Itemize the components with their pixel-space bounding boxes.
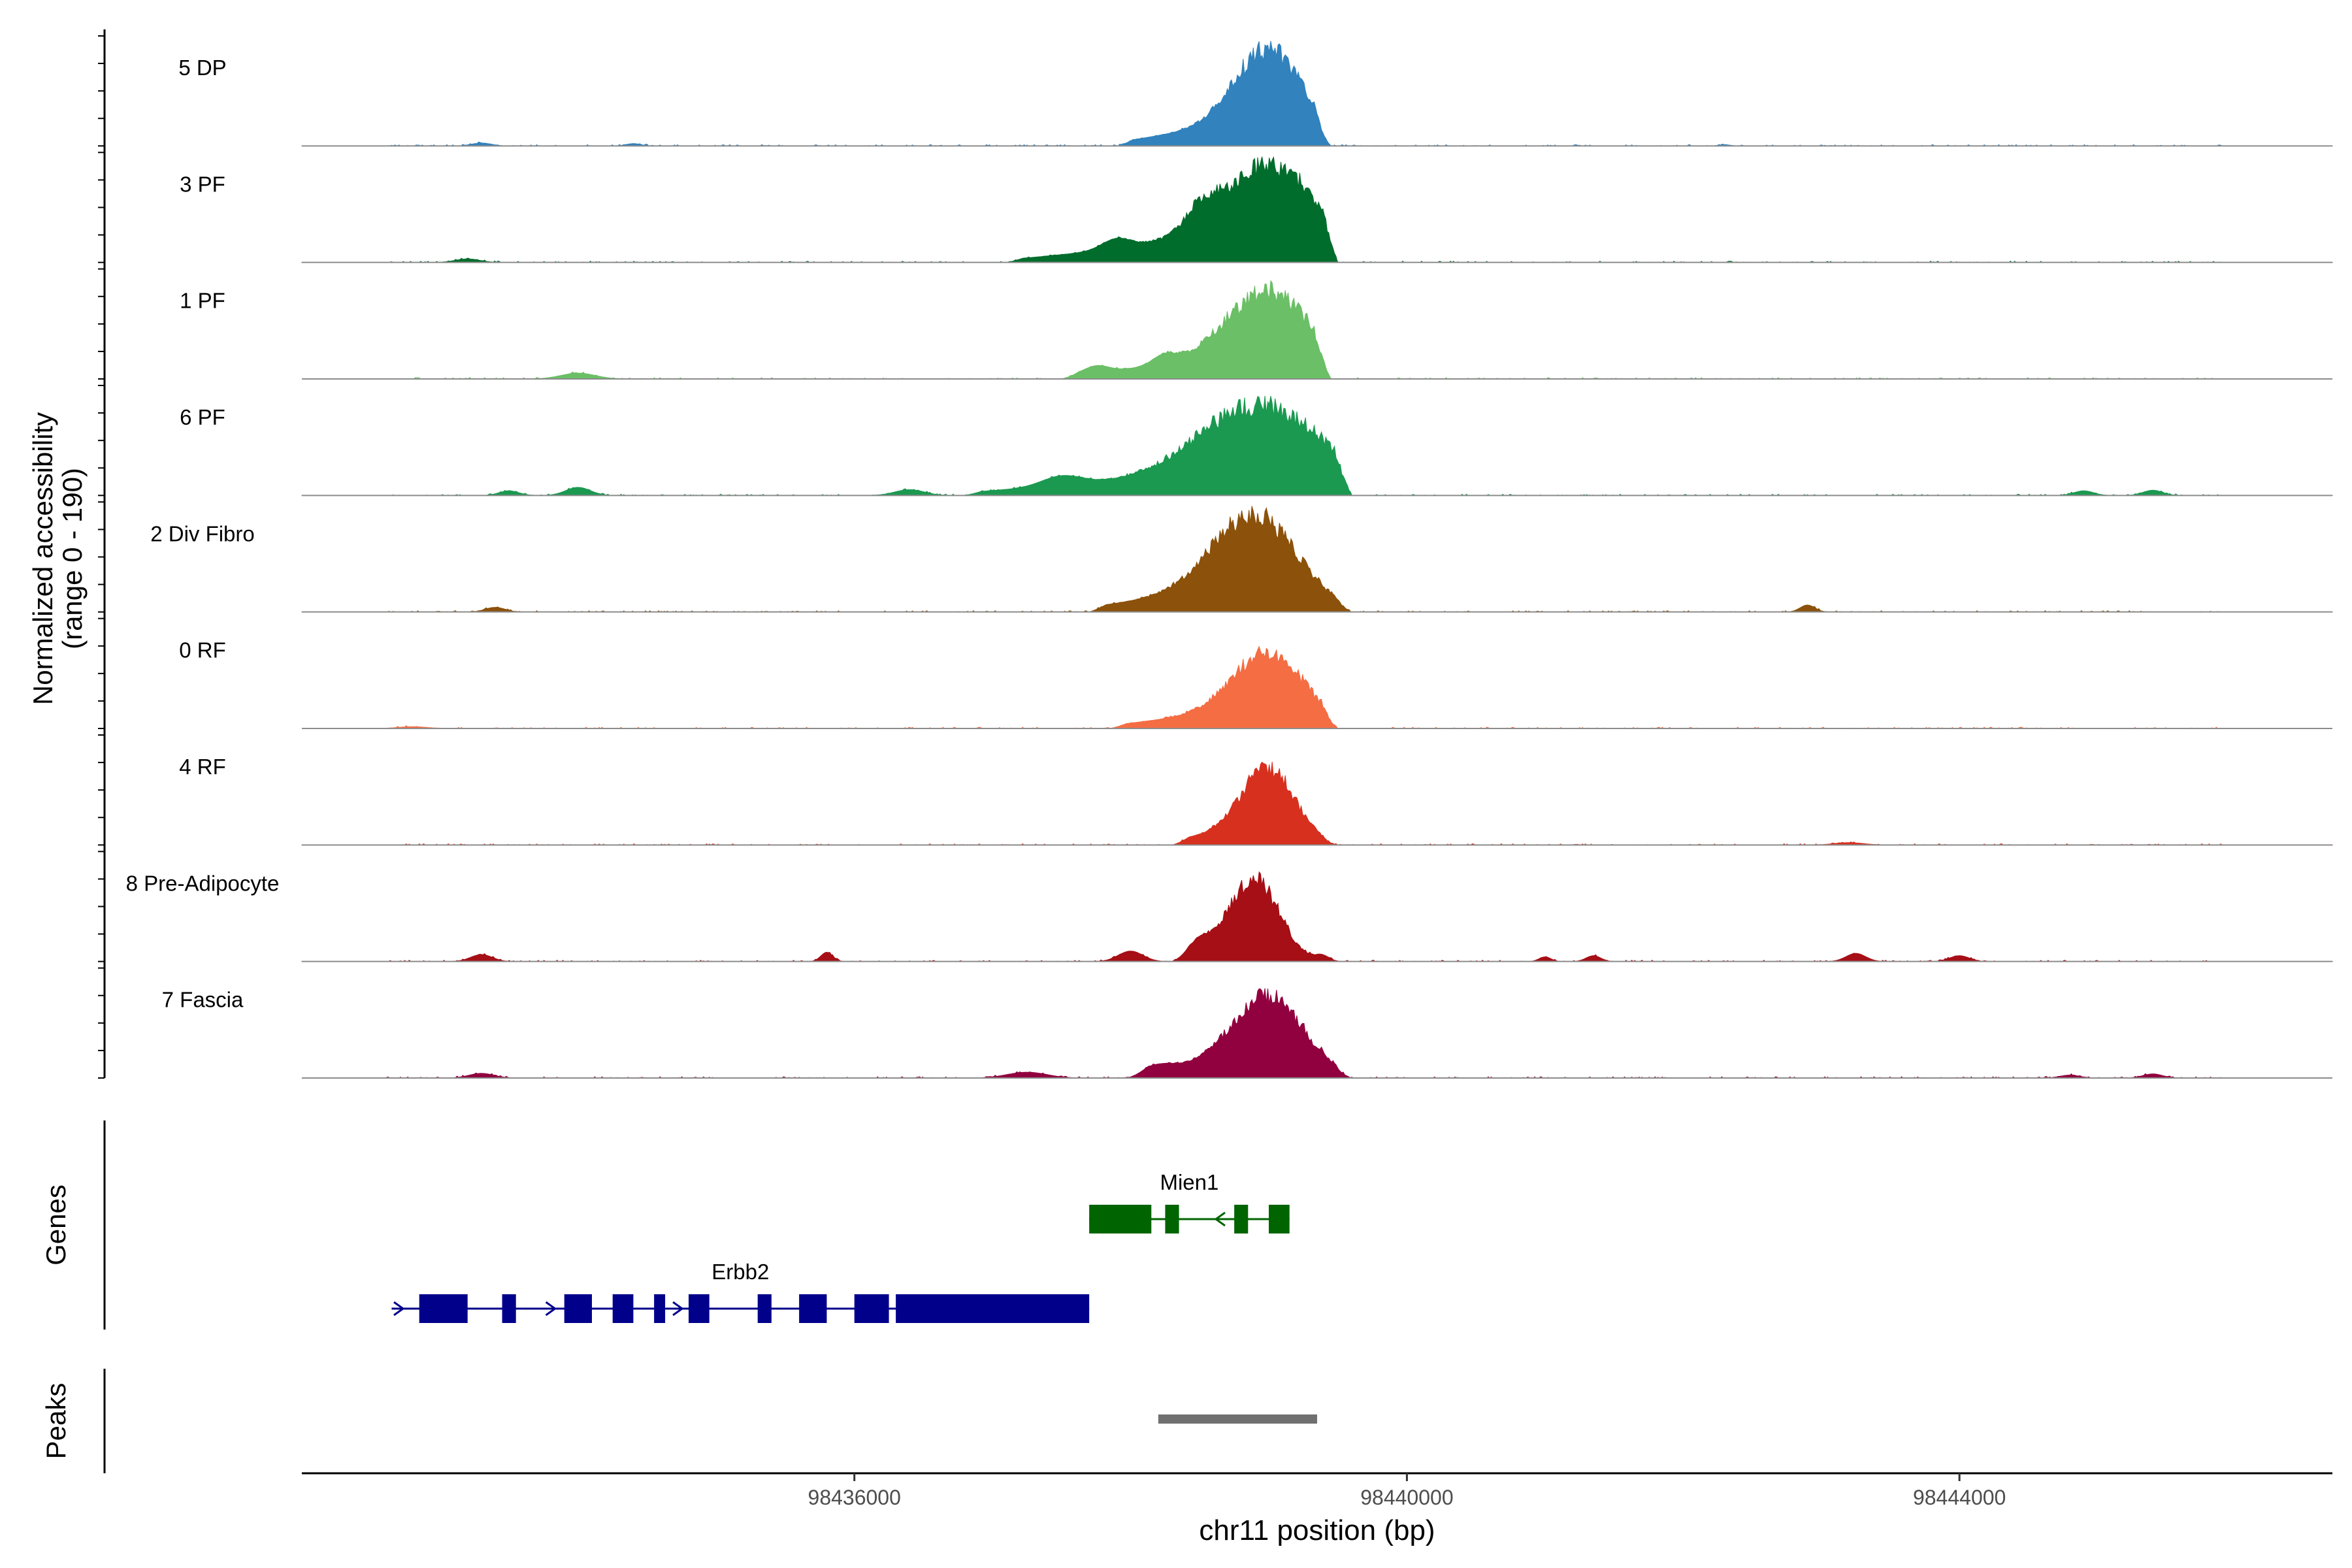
peaks-panel: Peaks: [41, 1369, 1317, 1473]
track-label: 6 PF: [180, 405, 225, 429]
gene-exon: [654, 1294, 666, 1323]
gene-exon: [896, 1294, 1090, 1323]
track-1: 3 PF: [180, 155, 2333, 263]
x-axis: 98436000 98440000 98444000 chr11 position …: [302, 1472, 2332, 1546]
gene-exon: [689, 1294, 710, 1323]
track-label: 1 PF: [180, 289, 225, 313]
gene-exon: [612, 1294, 634, 1323]
genes-panel-title: Genes: [41, 1184, 71, 1266]
track-label: 2 Div Fibro: [150, 521, 255, 546]
x-axis-ticks: 98436000 98440000 98444000: [808, 1473, 2006, 1509]
y-axis-range: (range 0 - 190): [57, 468, 88, 649]
track-6: 4 RF: [179, 755, 2333, 846]
coverage-area: [302, 988, 2332, 1079]
track-label: 8 Pre-Adipocyte: [126, 871, 280, 895]
track-label: 7 Fascia: [162, 988, 244, 1012]
gene-mien1: Mien1: [1089, 1170, 1290, 1233]
track-7: 8 Pre-Adipocyte: [126, 871, 2333, 962]
y-axis-ticks: [98, 35, 105, 1079]
gene-exon: [757, 1294, 772, 1323]
track-label: 3 PF: [180, 172, 225, 196]
gene-exon: [1269, 1205, 1290, 1233]
peak-bar: [1158, 1414, 1317, 1424]
track-8: 7 Fascia: [162, 988, 2332, 1079]
x-axis-title: chr11 position (bp): [1199, 1514, 1435, 1546]
coverage-area: [302, 645, 2332, 729]
gene-exon: [1089, 1205, 1152, 1233]
gene-exon: [564, 1294, 592, 1323]
gene-label: Mien1: [1160, 1170, 1218, 1194]
genes-panel: Genes Mien1 Erbb2: [41, 1120, 1290, 1330]
gene-label: Erbb2: [711, 1260, 769, 1284]
coverage-area: [301, 155, 2333, 263]
gene-exon: [1234, 1205, 1249, 1233]
track-label: 4 RF: [179, 755, 226, 779]
strand-arrow: [1214, 1211, 1226, 1227]
gene-exon: [1165, 1205, 1179, 1233]
gene-erbb2: Erbb2: [391, 1260, 1090, 1323]
gene-exon: [419, 1294, 468, 1323]
y-axis: Normalized accessibility (range 0 - 190): [27, 29, 106, 1079]
coverage-area: [301, 395, 2333, 496]
track-4: 2 Div Fibro: [150, 506, 2333, 613]
gene-exon: [799, 1294, 827, 1323]
track-5: 0 RF: [179, 638, 2332, 729]
track-label: 0 RF: [179, 638, 226, 662]
x-tick-label: 98436000: [808, 1486, 901, 1509]
strand-arrow: [545, 1301, 557, 1316]
gene-exon: [502, 1294, 516, 1323]
coverage-area: [301, 506, 2333, 613]
strand-arrow: [672, 1301, 684, 1316]
coverage-area: [302, 280, 2332, 380]
coverage-area: [301, 871, 2333, 962]
track-label: 5 DP: [178, 56, 226, 80]
x-tick-label: 98444000: [1913, 1486, 2006, 1509]
strand-arrow: [393, 1301, 405, 1316]
peaks-panel-title: Peaks: [41, 1383, 71, 1460]
track-3: 6 PF: [180, 395, 2333, 497]
coverage-tracks: 5 DP 3 PF 1 PF 6 PF 2 Div Fibro 0 RF 4 RF 8 Pre…: [126, 41, 2333, 1079]
track-2: 1 PF: [180, 280, 2332, 380]
y-axis-title: Normalized accessibility: [27, 412, 58, 705]
coverage-area: [301, 41, 2333, 146]
coverage-area: [301, 761, 2333, 845]
x-tick-label: 98440000: [1360, 1486, 1453, 1509]
gene-exon: [854, 1294, 889, 1323]
track-0: 5 DP: [178, 41, 2333, 147]
